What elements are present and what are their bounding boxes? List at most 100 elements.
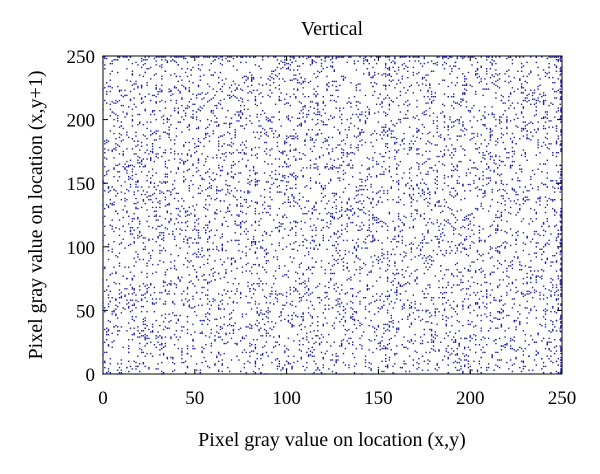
scatter-point (247, 159, 249, 161)
scatter-point (366, 285, 369, 287)
scatter-point (414, 279, 416, 281)
scatter-point (498, 359, 501, 361)
scatter-point (394, 158, 396, 160)
scatter-point (388, 157, 391, 159)
scatter-point (214, 104, 216, 107)
scatter-point (144, 202, 146, 205)
scatter-point (315, 56, 317, 58)
scatter-point (170, 280, 172, 282)
scatter-point (307, 82, 310, 84)
scatter-point (520, 291, 523, 294)
scatter-point (302, 87, 304, 89)
scatter-point (293, 197, 295, 200)
scatter-point (386, 290, 389, 292)
scatter-point (379, 220, 381, 223)
scatter-point (333, 272, 335, 275)
scatter-point (438, 83, 440, 85)
scatter-point (339, 305, 341, 308)
scatter-point (265, 153, 268, 155)
scatter-point (421, 163, 424, 165)
scatter-point (421, 190, 424, 192)
scatter-point (120, 94, 123, 97)
scatter-point (126, 112, 128, 114)
scatter-point (555, 350, 558, 352)
scatter-point (364, 115, 367, 117)
scatter-point (394, 228, 396, 230)
scatter-point (144, 339, 146, 341)
scatter-point (304, 96, 306, 98)
scatter-point (489, 319, 492, 322)
scatter-point (186, 347, 189, 350)
scatter-point (372, 241, 374, 243)
scatter-point (318, 129, 321, 131)
scatter-point (416, 210, 418, 212)
scatter-point (388, 56, 391, 58)
scatter-point (368, 339, 370, 341)
scatter-point (544, 136, 547, 139)
scatter-point (120, 297, 123, 299)
scatter-point (162, 232, 165, 234)
scatter-point (120, 359, 123, 361)
scatter-point (139, 336, 141, 338)
scatter-point (183, 163, 185, 165)
scatter-point (309, 159, 312, 161)
scatter-point (427, 61, 429, 64)
scatter-point (331, 94, 334, 97)
scatter-point (473, 261, 475, 263)
scatter-point (197, 140, 200, 142)
scatter-point (245, 295, 247, 298)
scatter-point (383, 126, 385, 128)
scatter-point (522, 277, 525, 280)
scatter-point (256, 358, 258, 360)
scatter-point (394, 141, 396, 144)
scatter-point (421, 154, 424, 156)
scatter-point (107, 333, 110, 336)
scatter-point (124, 89, 126, 91)
scatter-point (517, 88, 519, 90)
scatter-point (464, 80, 466, 83)
scatter-point (205, 313, 207, 315)
scatter-point (221, 90, 223, 93)
scatter-point (230, 56, 233, 58)
scatter-point (117, 256, 119, 258)
scatter-point (291, 56, 293, 58)
scatter-point (443, 205, 446, 207)
scatter-point (173, 150, 176, 153)
scatter-point (317, 368, 319, 370)
scatter-point (434, 312, 436, 314)
scatter-point (287, 314, 290, 317)
scatter-point (381, 242, 383, 244)
scatter-point (502, 195, 504, 197)
scatter-point (197, 56, 200, 58)
scatter-point (278, 335, 280, 337)
scatter-point (256, 311, 258, 313)
scatter-point (352, 331, 354, 333)
scatter-point (491, 112, 493, 114)
scatter-point (302, 196, 304, 198)
scatter-point (232, 164, 235, 167)
scatter-point (451, 249, 453, 252)
scatter-point (214, 335, 216, 337)
scatter-point (236, 204, 238, 206)
scatter-point (471, 213, 473, 215)
scatter-point (432, 349, 435, 351)
scatter-point (408, 172, 411, 174)
scatter-point (388, 169, 391, 172)
scatter-point (263, 373, 266, 375)
scatter-point (557, 247, 559, 249)
scatter-point (405, 117, 407, 119)
scatter-point (390, 349, 392, 351)
scatter-point (194, 238, 196, 240)
scatter-point (560, 73, 562, 75)
scatter-point (247, 78, 249, 80)
scatter-point (311, 291, 313, 294)
scatter-point (407, 66, 409, 69)
scatter-point (186, 214, 189, 216)
scatter-point (269, 149, 271, 151)
scatter-point (491, 59, 493, 61)
scatter-point (133, 202, 135, 205)
scatter-point (168, 293, 170, 295)
scatter-point (293, 340, 295, 342)
scatter-point (153, 286, 156, 289)
scatter-point (214, 94, 216, 97)
